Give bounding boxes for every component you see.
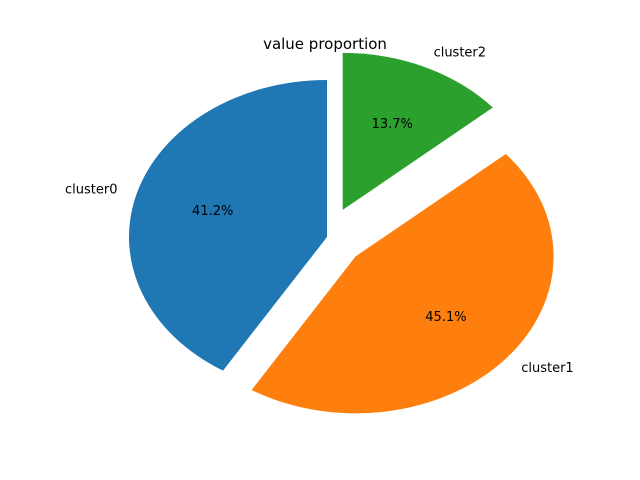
pie-category-label-cluster0: cluster0 xyxy=(65,182,117,197)
pie-slice-cluster1 xyxy=(251,154,554,414)
pie-category-label-cluster1: cluster1 xyxy=(521,361,573,376)
pie-slice-cluster2 xyxy=(342,52,493,210)
pie-category-label-cluster2: cluster2 xyxy=(434,45,486,60)
pie-labels: 41.2% cluster0 45.1% cluster1 13.7% cluster2 xyxy=(65,45,574,376)
pie-pct-label-cluster2: 13.7% xyxy=(372,117,413,132)
pie-slices xyxy=(128,52,554,414)
pie-pct-label-cluster1: 45.1% xyxy=(425,310,466,325)
pie-slice-cluster0 xyxy=(128,80,327,371)
pie-pct-label-cluster0: 41.2% xyxy=(192,204,233,219)
chart-title: value proportion xyxy=(263,35,387,53)
